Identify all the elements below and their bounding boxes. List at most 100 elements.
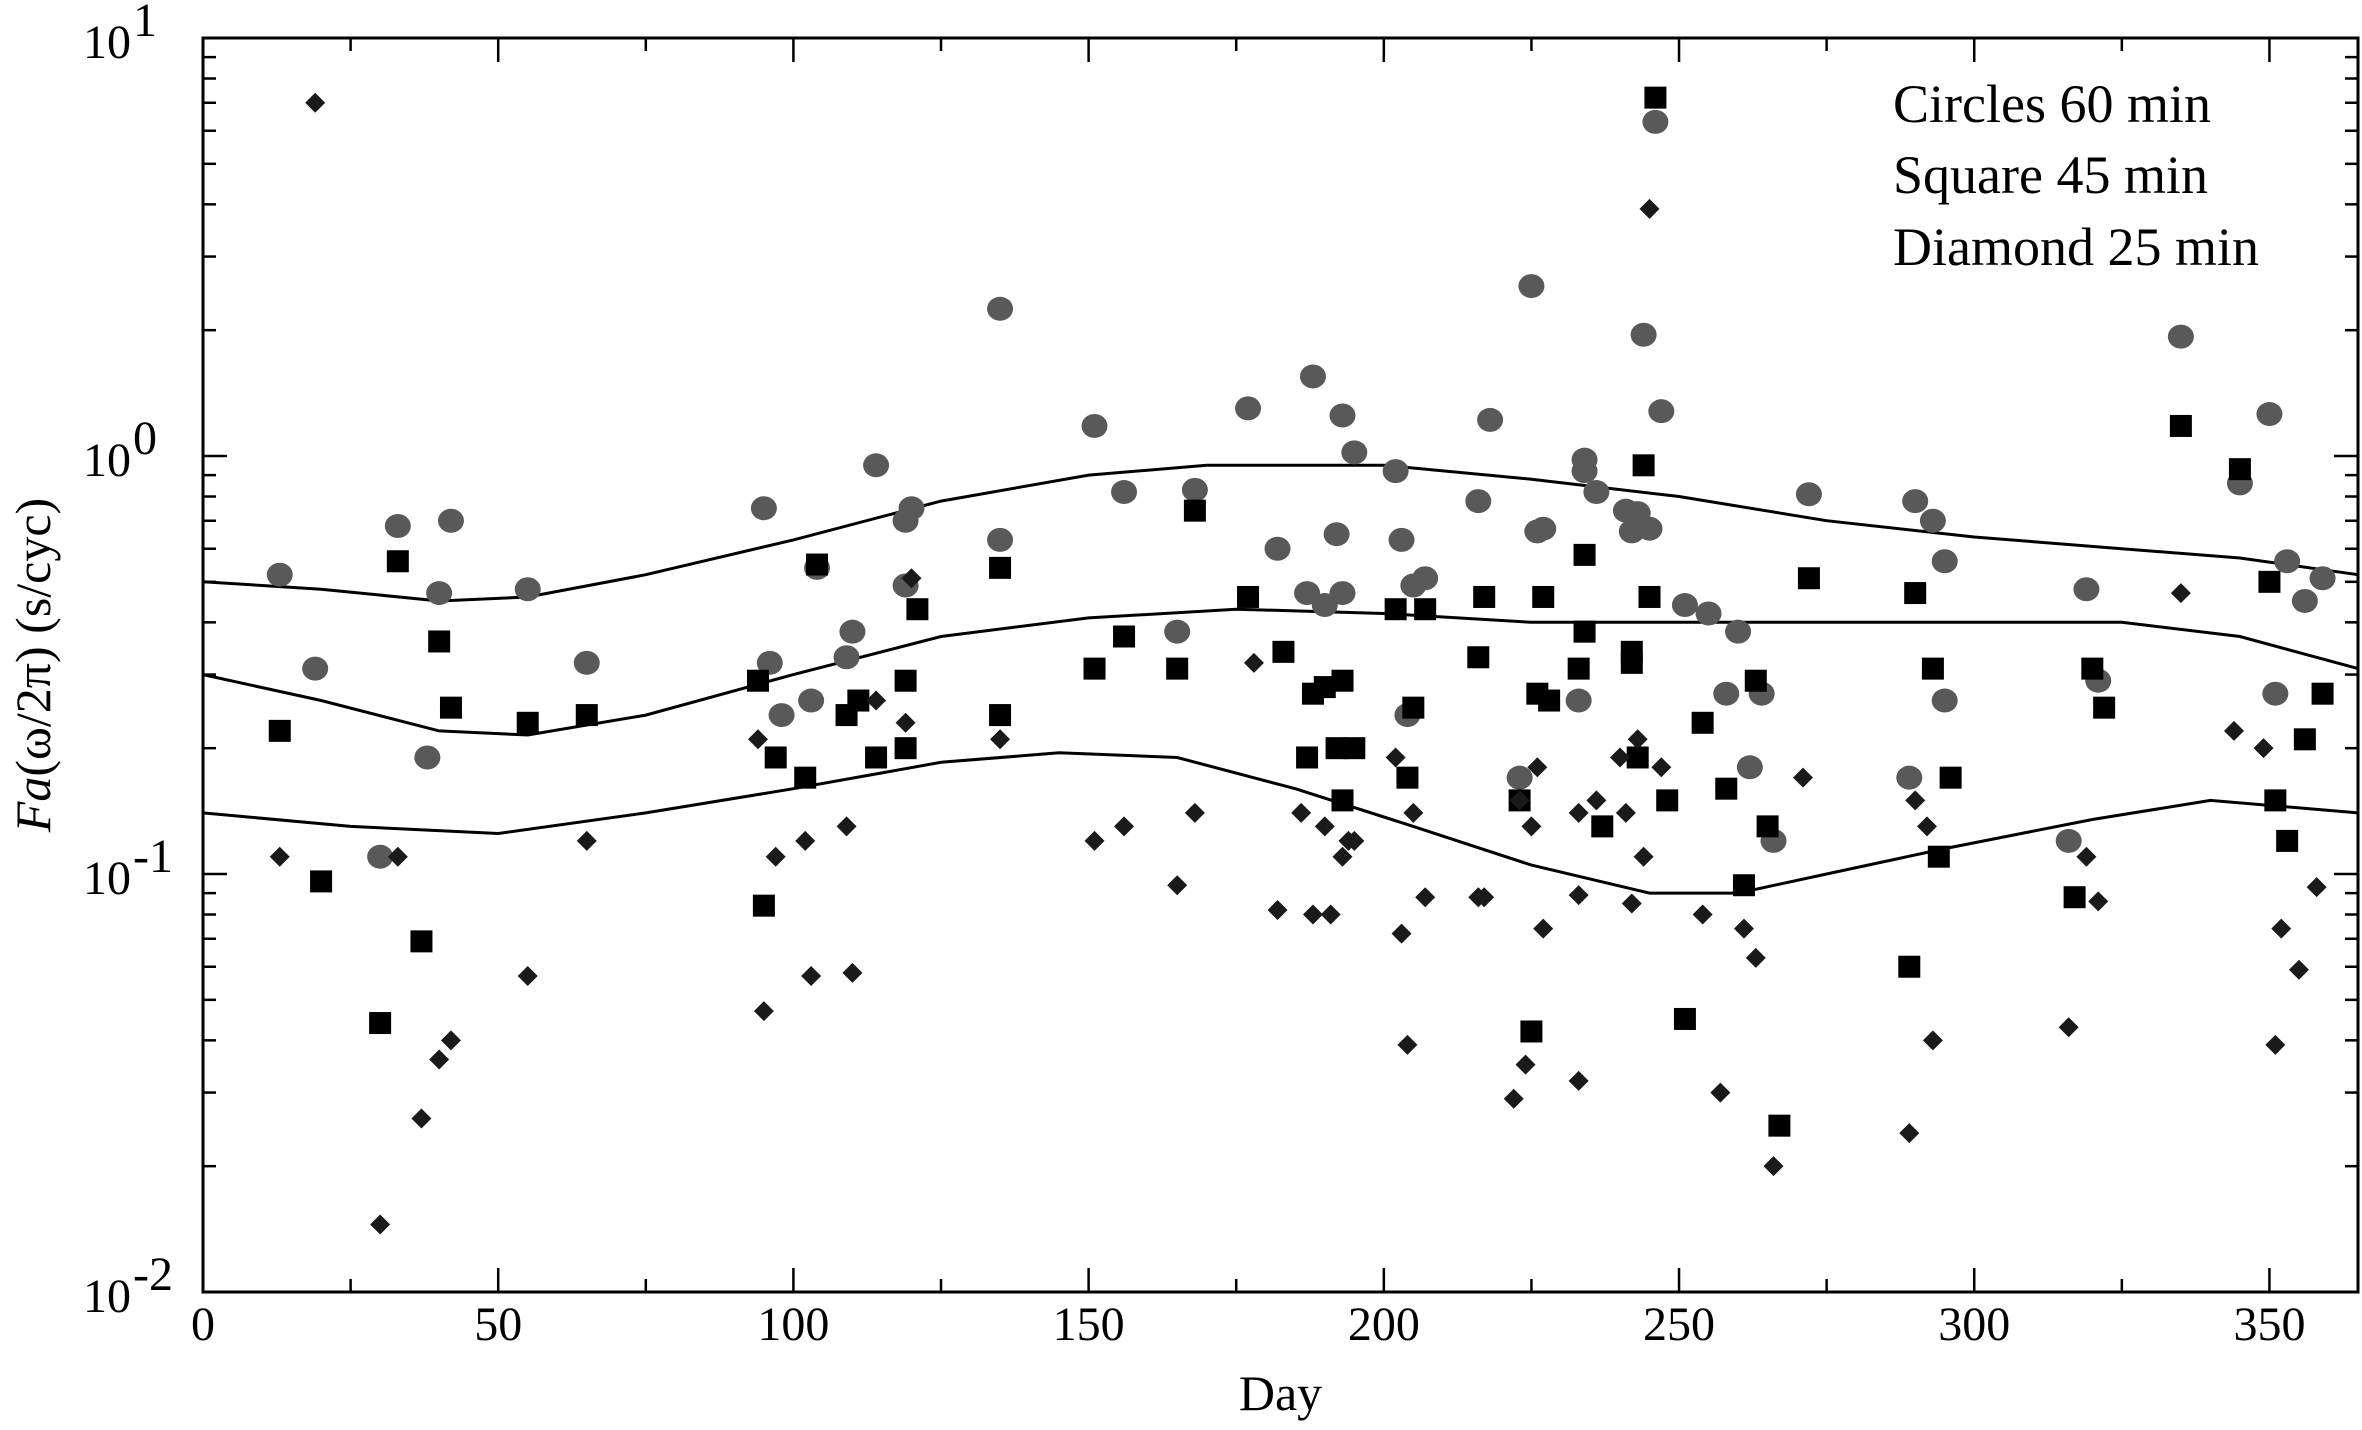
point-diamond <box>1114 816 1135 837</box>
point-square <box>1673 1007 1696 1030</box>
point-diamond <box>1267 900 1288 921</box>
point-square <box>1904 582 1927 605</box>
point-square <box>1797 567 1820 590</box>
point-square <box>1237 585 1260 608</box>
point-square <box>1402 696 1425 719</box>
point-diamond <box>1917 816 1937 837</box>
point-circle <box>1713 681 1740 706</box>
point-square <box>1520 1020 1543 1043</box>
point-circle <box>384 514 411 539</box>
point-circle <box>1648 399 1675 424</box>
point-square <box>894 737 917 760</box>
point-square <box>1638 585 1661 608</box>
point-circle <box>2274 549 2301 574</box>
x-tick-label: 50 <box>474 1298 522 1351</box>
point-square <box>989 556 1012 579</box>
point-diamond <box>1314 816 1335 837</box>
point-square <box>1532 585 1555 608</box>
point-square <box>1591 815 1614 838</box>
point-square <box>806 553 829 576</box>
svg-text:Fa(ω/2π) (s/cyc): Fa(ω/2π) (s/cyc) <box>5 498 61 833</box>
point-diamond <box>1793 767 1814 788</box>
point-diamond <box>576 830 597 851</box>
point-square <box>2081 657 2104 680</box>
point-circle <box>2167 324 2194 349</box>
point-diamond <box>866 690 887 711</box>
point-diamond <box>2088 891 2109 912</box>
point-diamond <box>387 846 408 867</box>
point-circle <box>1264 536 1291 561</box>
point-circle <box>1671 593 1698 618</box>
point-diamond <box>901 568 922 589</box>
point-diamond <box>1509 790 1530 811</box>
point-square <box>1384 598 1407 621</box>
point-square <box>1313 676 1336 699</box>
point-diamond <box>836 816 857 837</box>
point-circle <box>2291 588 2318 613</box>
point-diamond <box>1905 790 1926 811</box>
point-circle <box>987 296 1014 321</box>
point-circle <box>1412 566 1439 591</box>
point-circle <box>2262 681 2289 706</box>
point-diamond <box>1733 918 1754 939</box>
point-diamond <box>1568 885 1589 906</box>
point-circle <box>1329 581 1356 606</box>
point-diamond <box>1609 747 1630 768</box>
point-square <box>1644 86 1667 109</box>
point-square <box>1732 874 1755 897</box>
point-square <box>989 704 1012 727</box>
point-square <box>752 894 775 917</box>
point-diamond <box>2306 877 2327 898</box>
model-curves <box>202 463 2359 895</box>
point-square <box>1632 454 1655 477</box>
point-circle <box>1630 322 1657 347</box>
point-square <box>310 870 333 893</box>
point-circle <box>1181 477 1208 502</box>
point-diamond <box>517 966 538 987</box>
model-curve-1 <box>202 463 2359 603</box>
point-circle <box>756 650 783 675</box>
model-curve-2 <box>202 607 2359 737</box>
point-diamond <box>1503 1088 1524 1109</box>
y-axis-label: Fa(ω/2π) (s/cyc) <box>5 498 61 833</box>
point-circle <box>1530 516 1557 541</box>
point-square <box>1538 689 1561 712</box>
point-circle <box>2055 828 2082 853</box>
point-diamond <box>842 962 863 983</box>
point-square <box>1927 845 1950 868</box>
point-circle <box>1571 459 1598 484</box>
point-square <box>764 746 787 769</box>
point-diamond <box>2271 918 2292 939</box>
point-diamond <box>2253 738 2274 759</box>
point-diamond <box>1084 830 1105 851</box>
point-circle <box>798 688 825 713</box>
point-diamond <box>795 830 816 851</box>
point-diamond <box>1344 830 1365 851</box>
point-square <box>1573 620 1596 643</box>
point-circle <box>1235 396 1262 421</box>
point-square <box>1691 711 1714 734</box>
point-circle <box>1382 459 1409 484</box>
legend-line-diamond: Diamond 25 min <box>1893 217 2259 277</box>
point-circle <box>1111 480 1138 505</box>
point-diamond <box>753 1001 774 1022</box>
point-diamond <box>1627 729 1648 750</box>
point-diamond <box>990 729 1011 750</box>
point-circle <box>302 656 329 681</box>
point-square <box>1083 657 1106 680</box>
point-square <box>906 598 929 621</box>
point-square <box>1396 766 1419 789</box>
y-tick-label-exponent: -1 <box>133 830 173 883</box>
y-tick-label: 10 <box>83 1270 131 1323</box>
point-diamond <box>1745 947 1766 968</box>
x-tick-labels: 0 50 100 150 200 250 300 350 <box>191 1298 2305 1351</box>
point-diamond <box>411 1108 432 1129</box>
point-circle <box>1323 522 1350 547</box>
point-circle <box>437 508 464 533</box>
point-square <box>1921 657 1944 680</box>
point-diamond <box>1586 790 1607 811</box>
point-square <box>1331 789 1354 812</box>
data-points <box>266 86 2336 1235</box>
point-diamond <box>2288 959 2309 980</box>
